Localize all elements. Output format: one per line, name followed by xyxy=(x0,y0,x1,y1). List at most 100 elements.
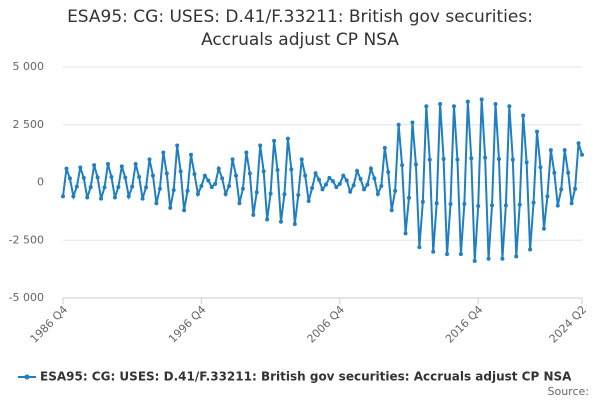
point xyxy=(64,166,69,171)
point xyxy=(555,203,560,208)
point xyxy=(161,150,166,155)
point xyxy=(330,179,335,184)
point xyxy=(493,101,498,106)
y-tick-label: 0 xyxy=(37,176,44,189)
point xyxy=(247,171,252,176)
chart-title: ESA95: CG: USES: D.41/F.33211: British g… xyxy=(67,7,533,50)
point xyxy=(195,192,200,197)
legend-marker xyxy=(24,374,30,380)
point xyxy=(441,156,446,161)
point xyxy=(569,201,574,206)
point xyxy=(337,181,342,186)
point xyxy=(531,200,536,205)
point xyxy=(510,157,515,162)
point xyxy=(227,183,232,188)
point xyxy=(74,184,79,189)
point xyxy=(109,174,114,179)
point xyxy=(92,163,97,168)
point xyxy=(486,256,491,261)
point xyxy=(171,188,176,193)
point xyxy=(448,201,453,206)
x-tick-label: 1996 Q4 xyxy=(166,303,209,346)
point xyxy=(213,181,218,186)
point xyxy=(407,195,411,200)
point xyxy=(434,201,439,206)
point xyxy=(71,194,76,199)
point xyxy=(189,152,194,157)
point xyxy=(175,143,180,148)
point xyxy=(254,190,259,195)
point xyxy=(514,254,519,259)
point xyxy=(119,164,124,169)
point xyxy=(465,99,470,104)
point xyxy=(351,183,356,188)
point xyxy=(310,186,315,191)
point xyxy=(199,183,204,188)
point xyxy=(528,247,533,252)
point xyxy=(348,189,353,194)
point xyxy=(341,173,346,178)
point xyxy=(112,195,117,200)
point xyxy=(552,170,557,175)
point xyxy=(126,194,131,199)
point xyxy=(182,208,187,213)
point xyxy=(451,104,456,109)
point xyxy=(559,187,564,192)
point xyxy=(368,166,373,171)
point xyxy=(365,182,370,187)
point xyxy=(521,113,526,118)
point xyxy=(105,162,110,167)
point xyxy=(147,157,152,162)
point xyxy=(185,188,190,193)
point xyxy=(209,185,214,190)
point xyxy=(458,252,463,257)
point xyxy=(355,168,360,173)
point xyxy=(507,104,512,109)
point xyxy=(261,169,266,174)
point xyxy=(548,148,553,153)
point xyxy=(116,185,121,190)
series-line xyxy=(62,99,583,262)
point xyxy=(95,175,100,180)
point xyxy=(479,97,484,102)
point xyxy=(375,192,380,197)
point xyxy=(313,171,318,176)
point xyxy=(140,196,145,201)
point xyxy=(265,217,270,222)
point xyxy=(123,175,128,180)
point xyxy=(524,160,529,165)
point xyxy=(220,176,225,181)
point xyxy=(445,252,450,257)
point xyxy=(178,169,183,174)
point xyxy=(144,185,149,190)
point xyxy=(285,136,290,141)
point xyxy=(379,183,384,188)
point xyxy=(541,226,546,231)
point xyxy=(306,198,311,203)
point xyxy=(78,165,83,170)
point xyxy=(424,104,429,109)
y-tick-label: 5 000 xyxy=(13,60,45,73)
point xyxy=(545,194,550,199)
point xyxy=(275,168,280,173)
point xyxy=(223,192,228,197)
point xyxy=(216,166,221,171)
point xyxy=(410,120,415,125)
point xyxy=(517,202,522,207)
point xyxy=(67,176,72,181)
point xyxy=(150,173,155,178)
y-tick-label: 2 500 xyxy=(13,118,45,131)
point xyxy=(483,155,488,160)
point xyxy=(292,222,297,227)
point xyxy=(403,231,408,236)
point xyxy=(413,162,418,167)
point xyxy=(137,174,142,179)
point xyxy=(417,245,422,250)
point xyxy=(438,101,443,106)
point xyxy=(344,178,349,183)
point xyxy=(289,167,294,172)
point xyxy=(234,173,238,178)
point xyxy=(157,186,162,191)
point xyxy=(382,145,387,150)
